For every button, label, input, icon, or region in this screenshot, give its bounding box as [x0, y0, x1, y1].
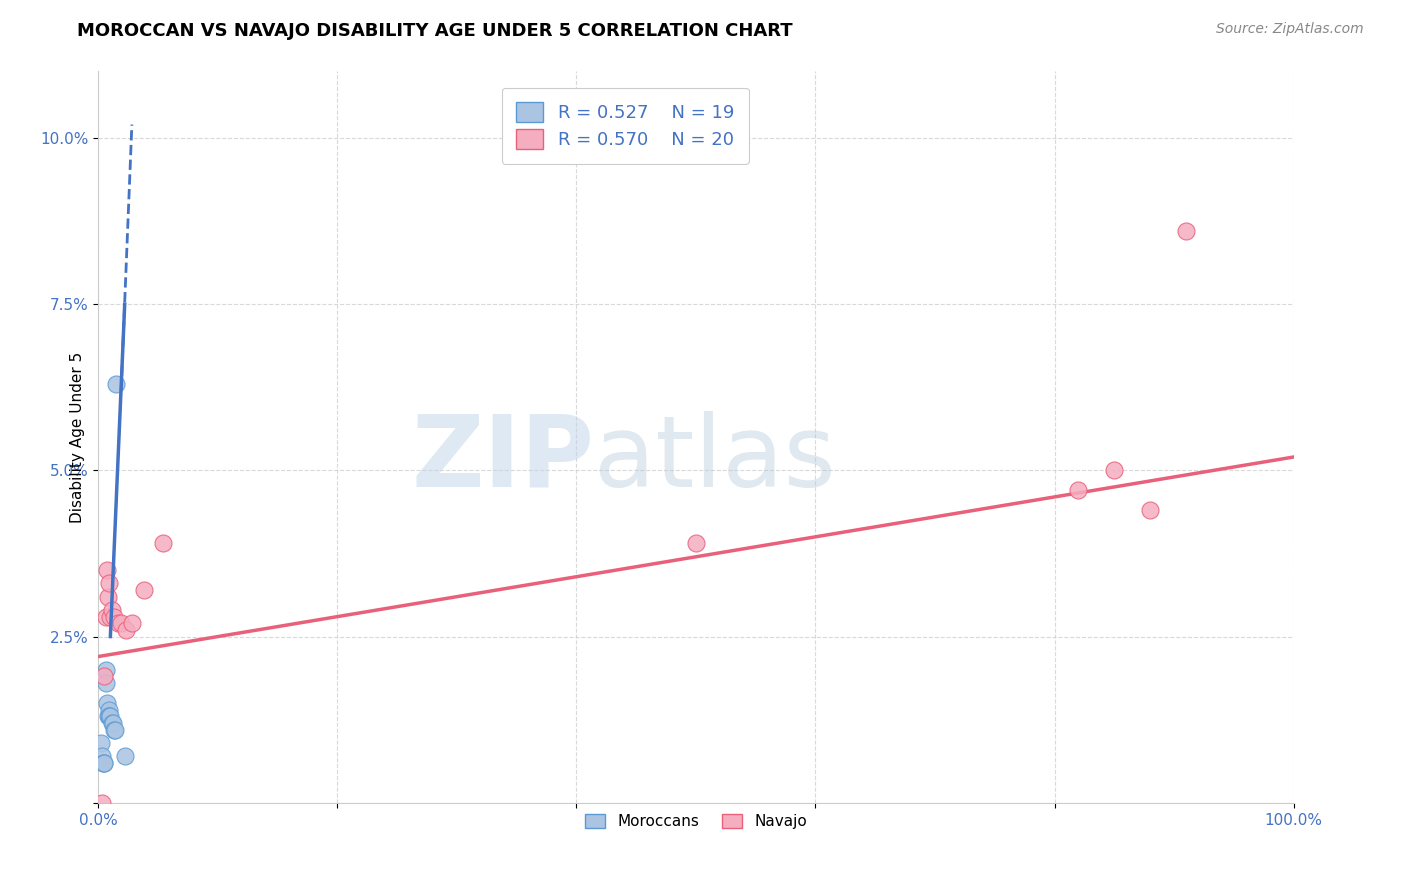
Point [103, 609, 125, 624]
Point [152, 536, 174, 550]
Text: ZIP: ZIP [412, 410, 595, 508]
Point [1067, 483, 1090, 498]
Y-axis label: Disability Age Under 5: Disability Age Under 5 [69, 351, 84, 523]
Point [1175, 224, 1198, 238]
Legend: Moroccans, Navajo: Moroccans, Navajo [579, 807, 813, 836]
Point [93, 756, 115, 770]
Point [91, 796, 114, 810]
Point [98, 576, 121, 591]
Point [90, 736, 112, 750]
Point [91, 756, 114, 770]
Point [100, 603, 122, 617]
Point [107, 616, 129, 631]
Point [96, 563, 118, 577]
Point [103, 723, 125, 737]
Point [94, 663, 117, 677]
Text: atlas: atlas [595, 410, 837, 508]
Point [98, 709, 121, 723]
Point [91, 749, 114, 764]
Point [98, 709, 121, 723]
Point [105, 376, 128, 391]
Point [114, 749, 136, 764]
Point [98, 709, 122, 723]
Point [96, 696, 118, 710]
Point [121, 616, 143, 631]
Point [98, 703, 121, 717]
Point [101, 716, 124, 731]
Point [104, 723, 127, 737]
Point [110, 616, 132, 631]
Text: MOROCCAN VS NAVAJO DISABILITY AGE UNDER 5 CORRELATION CHART: MOROCCAN VS NAVAJO DISABILITY AGE UNDER … [77, 22, 793, 40]
Point [94, 609, 117, 624]
Point [685, 536, 707, 550]
Point [97, 590, 120, 604]
Point [94, 676, 117, 690]
Point [1104, 463, 1126, 477]
Point [100, 716, 122, 731]
Point [98, 609, 122, 624]
Point [93, 756, 115, 770]
Point [93, 669, 115, 683]
Text: Source: ZipAtlas.com: Source: ZipAtlas.com [1216, 22, 1364, 37]
Point [1139, 503, 1161, 517]
Point [115, 623, 138, 637]
Point [132, 582, 155, 597]
Point [97, 709, 120, 723]
